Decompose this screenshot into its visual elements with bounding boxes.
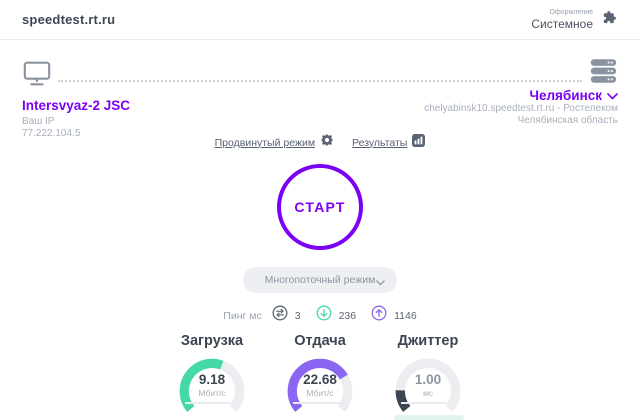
puzzle-icon [601,9,618,31]
server-region: Челябинская область [517,115,618,126]
client-info: Intersvyaz-2 JSC Ваш IP 77.222.104.5 [22,60,130,140]
ping-download-icon [316,305,332,326]
mode-select-value: Многопоточный режим [264,274,376,286]
server-host: chelyabinsk10.speedtest.rt.ru - Ростелек… [424,103,618,114]
theme-text: Оформление Системное [531,9,593,30]
gauge-underline [401,402,455,404]
gauges-row: Загрузка 9.18 Мбит/с Отдача [0,333,640,417]
gauge-upload-unit: Мбит/с [306,388,334,398]
server-icon [424,58,618,84]
gear-icon [320,133,334,152]
connection-dotted-line [58,80,582,82]
advanced-mode-link[interactable]: Продвинутый режим [215,133,334,152]
nav-row: Продвинутый режим Результаты [0,133,640,152]
gauge-download-title: Загрузка [180,333,244,349]
server-city: Челябинск [529,88,602,103]
theme-label: Оформление [549,9,593,16]
site-logo: speedtest.rt.ru [22,12,116,27]
ping-idle-value: 3 [294,309,301,322]
start-button-label: СТАРТ [294,199,346,215]
chevron-down-icon [607,88,618,103]
gauge-underline [293,402,347,404]
cutoff-element [394,415,464,420]
ip-label: Ваш IP [22,116,55,127]
start-button[interactable]: СТАРТ [277,164,363,250]
gauge-upload: Отдача 22.68 Мбит/с [266,333,374,417]
gauge-download-unit: Мбит/с [198,388,226,398]
results-link[interactable]: Результаты [352,133,426,152]
gauge-upload-value: 22.68 [303,372,337,387]
mode-select[interactable]: Многопоточный режим [243,267,397,293]
server-selector[interactable]: Челябинск [424,88,618,103]
gauge-jitter-arc [395,358,461,412]
theme-switcher[interactable]: Оформление Системное [531,9,618,31]
ip-value: 77.222.104.5 [22,128,81,139]
ping-upload-icon [371,305,387,326]
results-label: Результаты [352,136,408,149]
gauge-upload-title: Отдача [294,333,346,349]
theme-value: Системное [531,17,593,31]
advanced-mode-label: Продвинутый режим [214,136,316,149]
gauge-download: Загрузка 9.18 Мбит/с [158,333,266,417]
monitor-icon [22,61,52,91]
chevron-down-icon [376,277,385,289]
ping-download-value: 236 [338,309,357,322]
gauge-jitter-unit: мс [422,388,434,398]
header: speedtest.rt.ru Оформление Системное [0,0,640,40]
gauge-download-value: 9.18 [198,372,226,387]
server-info: Челябинск chelyabinsk10.speedtest.rt.ru … [424,58,618,127]
ping-label: Пинг мс [223,309,262,322]
gauge-jitter-title: Джиттер [397,333,459,349]
gauge-jitter-value: 1.00 [414,372,442,387]
ping-row: Пинг мс 3 236 1146 [0,305,640,326]
isp-name: Intersvyaz-2 JSC [22,98,131,113]
gauge-underline [185,402,239,404]
ping-idle-icon [272,305,288,326]
ping-upload-value: 1146 [394,309,417,322]
bar-chart-icon [412,133,426,152]
gauge-jitter: Джиттер 1.00 мс [374,333,482,417]
gauge-download-arc [179,358,245,412]
gauge-upload-arc [287,358,353,412]
